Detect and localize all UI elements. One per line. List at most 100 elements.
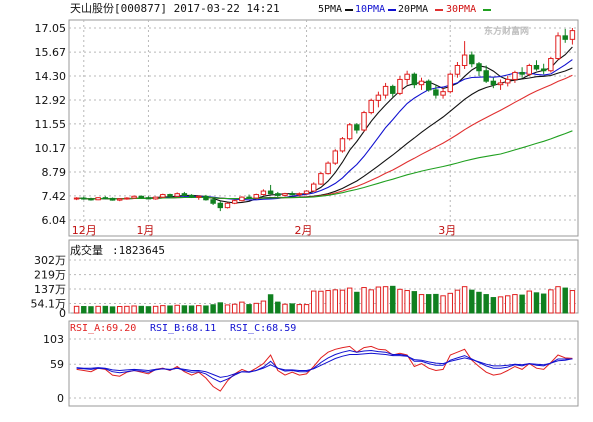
volume-bar bbox=[368, 289, 374, 314]
candle-body bbox=[138, 195, 144, 199]
price-x-tick-label: 12月 bbox=[72, 224, 97, 237]
volume-bar bbox=[469, 289, 475, 314]
ma20-legend-swatch bbox=[435, 9, 443, 11]
candle-body bbox=[210, 199, 216, 204]
candle-body bbox=[253, 194, 259, 199]
volume-bar bbox=[73, 305, 80, 314]
candle bbox=[526, 63, 533, 76]
candle bbox=[483, 65, 489, 83]
volume-bar bbox=[138, 305, 144, 314]
candle-body bbox=[81, 197, 87, 200]
volume-bar bbox=[382, 286, 389, 314]
candle-body bbox=[102, 197, 109, 200]
rsi-rsi-c-line bbox=[76, 352, 573, 378]
volume-bar bbox=[152, 305, 159, 314]
volume-bar bbox=[433, 293, 439, 314]
rsi-c-value: 68.59 bbox=[266, 323, 296, 334]
candle-body bbox=[203, 195, 209, 201]
volume-bar bbox=[562, 287, 568, 314]
candle bbox=[332, 149, 339, 165]
ma5-line bbox=[76, 46, 573, 204]
candle bbox=[440, 88, 446, 99]
candle-body bbox=[390, 85, 396, 94]
candle bbox=[461, 41, 468, 69]
candle bbox=[289, 191, 295, 196]
candle bbox=[145, 196, 152, 200]
candle bbox=[418, 77, 425, 90]
candle bbox=[246, 194, 252, 199]
volume-bar bbox=[418, 294, 425, 314]
candle bbox=[497, 79, 504, 90]
rsi-c-legend: RSI_C:68.59 bbox=[230, 323, 296, 334]
candle-body bbox=[397, 78, 403, 94]
price-x-tick-label: 2月 bbox=[295, 224, 313, 237]
volume-bar bbox=[483, 294, 489, 314]
candle-body bbox=[476, 63, 482, 72]
volume-bar bbox=[181, 305, 188, 314]
volume-bar bbox=[454, 289, 461, 314]
candle bbox=[102, 196, 109, 200]
candle bbox=[217, 201, 224, 212]
candle bbox=[81, 196, 87, 200]
candle-body bbox=[354, 124, 360, 131]
candle bbox=[203, 194, 209, 201]
candle bbox=[167, 193, 173, 198]
candle-body bbox=[555, 35, 561, 60]
moving-average-lines bbox=[76, 46, 573, 204]
candle bbox=[174, 192, 180, 198]
candle bbox=[361, 110, 367, 132]
ma5-legend-swatch bbox=[345, 9, 353, 11]
candle bbox=[354, 123, 360, 134]
candle-body bbox=[239, 196, 245, 202]
volume-y-tick-label: 137万 bbox=[34, 283, 66, 296]
volume-bar bbox=[361, 287, 367, 314]
volume-bar bbox=[303, 304, 310, 314]
candle-body bbox=[152, 196, 159, 200]
volume-value-text: :1823645 bbox=[112, 244, 165, 257]
ma30-line bbox=[76, 74, 573, 200]
volume-bar bbox=[505, 295, 511, 314]
ma30-legend-swatch bbox=[483, 9, 491, 11]
volume-bar bbox=[519, 294, 525, 314]
volume-bar bbox=[210, 304, 216, 314]
rsi-b-legend: RSI_B:68.11 bbox=[150, 323, 216, 334]
candle-body bbox=[497, 82, 504, 86]
candle-body bbox=[454, 64, 461, 75]
volume-bar bbox=[476, 291, 482, 314]
candle bbox=[469, 51, 475, 68]
candle bbox=[569, 28, 576, 45]
price-y-tick-label: 12.92 bbox=[35, 94, 67, 107]
ma5-legend: 5PMA bbox=[318, 4, 342, 15]
candle bbox=[296, 192, 303, 196]
volume-bar bbox=[310, 290, 317, 314]
candle bbox=[310, 182, 317, 192]
candle-body bbox=[246, 196, 252, 199]
volume-bar bbox=[275, 301, 281, 314]
candle-body bbox=[411, 73, 418, 86]
candle bbox=[390, 84, 396, 97]
candle bbox=[95, 197, 101, 201]
volume-bar bbox=[548, 289, 554, 314]
volume-bar bbox=[167, 305, 173, 314]
candle-body bbox=[533, 64, 540, 70]
candlestick-series bbox=[73, 28, 576, 212]
price-x-tick-label: 1月 bbox=[136, 224, 154, 237]
rsi-y-tick-label: 103 bbox=[43, 333, 64, 346]
volume-bar bbox=[131, 305, 137, 314]
volume-bar bbox=[88, 306, 94, 314]
panel-frame bbox=[68, 19, 579, 237]
volume-bar bbox=[260, 300, 267, 314]
volume-bar bbox=[397, 288, 403, 314]
volume-label: 成交量 bbox=[70, 243, 103, 257]
candle-body bbox=[231, 200, 238, 204]
candle-body bbox=[260, 190, 267, 196]
candle-body bbox=[382, 85, 389, 96]
rsi-b-value: 68.11 bbox=[186, 323, 216, 334]
rsi-a-legend: RSI_A:69.20 bbox=[70, 323, 136, 334]
volume-bar bbox=[102, 305, 109, 314]
candle-body bbox=[375, 94, 382, 101]
rsi-y-tick-label: 59 bbox=[50, 358, 64, 371]
candle-body bbox=[181, 193, 188, 196]
candle-body bbox=[88, 198, 94, 201]
watermark: 东方财富网 bbox=[484, 25, 529, 37]
